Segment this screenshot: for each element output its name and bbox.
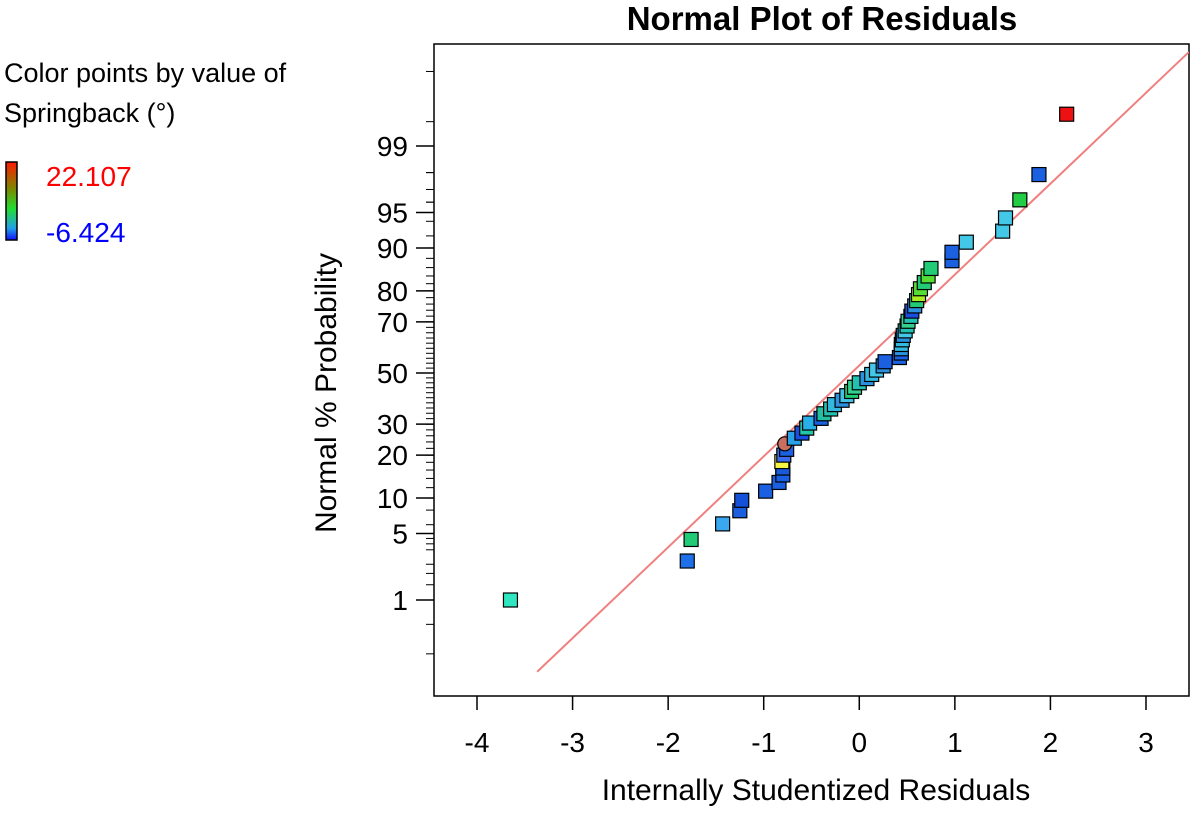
data-point <box>923 260 939 277</box>
x-tick-label: 2 <box>1043 727 1059 758</box>
chart-title: Normal Plot of Residuals <box>627 0 1018 37</box>
data-point <box>1012 192 1028 208</box>
y-tick-label: 20 <box>377 440 408 471</box>
x-axis: -4 -3 -2 -1 0 1 2 3 <box>465 696 1154 758</box>
data-point <box>958 234 974 250</box>
data-point <box>734 492 750 508</box>
color-scale-bar <box>5 161 18 241</box>
x-tick-label: 0 <box>851 727 867 758</box>
data-points <box>502 106 1075 608</box>
data-point <box>997 210 1014 226</box>
x-tick-label: -1 <box>751 727 776 758</box>
y-tick-label: 1 <box>392 585 408 616</box>
y-tick-label: 5 <box>392 519 408 550</box>
y-tick-label: 90 <box>377 233 408 264</box>
y-tick-label: 70 <box>377 307 408 338</box>
y-tick-label: 99 <box>377 131 408 162</box>
color-scale-min-label: -6.424 <box>46 217 125 248</box>
data-point <box>995 223 1011 239</box>
data-point <box>1059 106 1075 122</box>
y-tick-label: 10 <box>377 483 408 514</box>
data-point <box>758 483 774 499</box>
data-point <box>683 531 699 548</box>
data-point <box>502 592 519 608</box>
y-tick-label: 50 <box>377 358 408 389</box>
data-point <box>1031 166 1047 183</box>
reference-line <box>536 51 1189 673</box>
color-legend: Color points by value of Springback (°) … <box>4 58 294 248</box>
x-axis-label: Internally Studentized Residuals <box>602 774 1031 807</box>
plot-area <box>433 43 1190 697</box>
color-scale-max-label: 22.107 <box>46 161 132 192</box>
y-axis-label: Normal % Probability <box>310 253 343 533</box>
data-point <box>715 516 731 532</box>
reference-line-layer <box>536 51 1189 673</box>
x-tick-label: -4 <box>465 727 490 758</box>
x-tick-label: -2 <box>656 727 681 758</box>
y-tick-label: 30 <box>377 409 408 440</box>
data-point <box>944 244 960 260</box>
y-tick-label: 80 <box>377 276 408 307</box>
y-tick-label: 95 <box>377 197 408 228</box>
x-tick-label: 3 <box>1138 727 1154 758</box>
legend-title: Color points by value of Springback (°) <box>4 58 294 128</box>
data-point <box>679 553 695 569</box>
x-tick-label: -3 <box>560 727 585 758</box>
data-point <box>877 354 893 370</box>
x-tick-label: 1 <box>947 727 963 758</box>
